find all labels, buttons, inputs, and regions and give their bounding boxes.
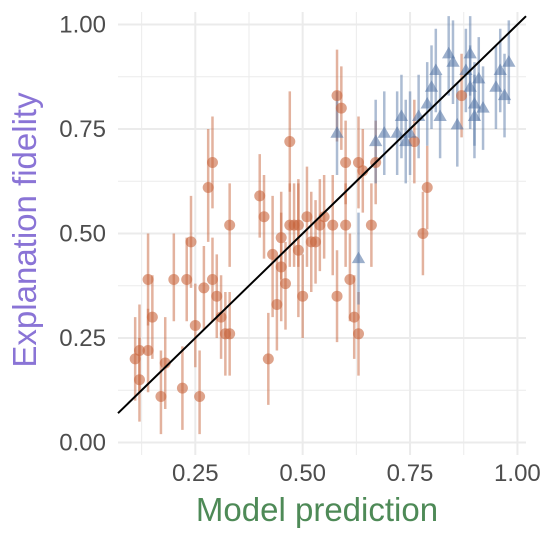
data-point-circle	[301, 211, 313, 223]
data-point-circle	[284, 136, 296, 148]
data-point-triangle	[502, 55, 516, 67]
data-point-triangle	[467, 109, 482, 122]
data-point-circle	[271, 299, 283, 311]
x-tick-label: 0.75	[387, 460, 434, 487]
data-point-circle	[262, 353, 274, 365]
data-point-circle	[408, 136, 420, 148]
data-point-circle	[292, 219, 304, 231]
data-point-circle	[267, 248, 279, 260]
data-point-circle	[297, 290, 309, 302]
x-tick-label: 1.00	[494, 460, 540, 487]
x-tick-label: 0.50	[279, 460, 326, 487]
data-point-circle	[275, 232, 287, 244]
y-tick-label: 0.00	[59, 429, 106, 456]
x-axis-title: Model prediction	[196, 491, 438, 528]
data-point-circle	[202, 182, 214, 194]
y-axis-title: Explanation fidelity	[6, 92, 43, 368]
data-point-triangle	[497, 88, 512, 101]
data-point-triangle	[394, 109, 409, 122]
x-axis-ticks: 0.25 0.50 0.75 1.00	[172, 460, 540, 487]
data-point-triangle	[433, 109, 447, 122]
data-point-triangle	[377, 126, 391, 138]
data-point-circle	[365, 219, 377, 231]
data-point-circle	[224, 328, 236, 340]
data-point-circle	[310, 236, 322, 248]
data-point-triangle	[450, 117, 464, 130]
data-point-circle	[340, 219, 352, 231]
data-point-circle	[194, 390, 206, 402]
data-point-triangle	[476, 101, 490, 113]
data-point-circle	[348, 311, 360, 323]
data-point-circle	[327, 219, 339, 231]
y-tick-label: 0.75	[59, 116, 106, 143]
data-point-circle	[129, 353, 141, 365]
data-point-circle	[155, 390, 167, 402]
data-point-circle	[335, 102, 347, 114]
data-point-circle	[258, 211, 270, 223]
data-point-triangle	[351, 251, 366, 264]
data-point-circle	[133, 345, 145, 357]
data-point-triangle	[369, 134, 383, 147]
data-point-circle	[421, 182, 433, 194]
data-point-triangle	[403, 126, 417, 138]
data-point-circle	[211, 290, 223, 302]
y-axis-ticks: 0.00 0.25 0.50 0.75 1.00	[59, 12, 106, 457]
identity-line	[117, 15, 527, 414]
data-point-triangle	[442, 46, 456, 59]
y-tick-label: 0.25	[59, 325, 106, 352]
data-point-circle	[340, 156, 352, 168]
data-point-circle	[314, 219, 326, 231]
data-point-circle	[344, 273, 356, 285]
data-point-circle	[189, 319, 201, 331]
data-point-circle	[275, 261, 287, 273]
x-tick-label: 0.25	[172, 460, 219, 487]
data-point-circle	[417, 228, 429, 239]
data-point-circle	[133, 374, 145, 386]
data-point-circle	[292, 244, 304, 256]
data-point-circle	[198, 282, 210, 294]
data-point-triangle	[420, 96, 434, 109]
data-point-circle	[353, 156, 365, 168]
data-point-triangle	[463, 80, 477, 92]
data-point-triangle	[463, 46, 477, 59]
data-point-circle	[176, 382, 188, 394]
data-point-triangle	[429, 63, 443, 76]
data-point-circle	[142, 273, 154, 285]
data-point-circle	[353, 328, 365, 340]
data-point-triangle	[489, 80, 503, 92]
data-point-circle	[224, 219, 236, 231]
data-point-circle	[185, 236, 197, 248]
data-point-circle	[146, 311, 158, 323]
data-point-triangle	[493, 63, 507, 76]
y-tick-label: 1.00	[59, 12, 106, 39]
data-point-circle	[206, 156, 218, 168]
data-point-triangle	[330, 126, 344, 138]
data-point-triangle	[446, 55, 460, 67]
data-point-circle	[279, 278, 291, 290]
data-point-circle	[254, 190, 266, 202]
data-point-triangle	[399, 134, 413, 147]
data-point-triangle	[472, 71, 486, 84]
data-point-triangle	[390, 126, 404, 138]
y-tick-label: 0.50	[59, 221, 106, 248]
data-point-circle	[206, 273, 218, 285]
data-point-circle	[456, 90, 468, 102]
data-point-circle	[168, 273, 180, 285]
data-point-circle	[331, 290, 343, 302]
data-point-circle	[181, 273, 193, 285]
data-point-triangle	[424, 80, 439, 92]
data-point-circle	[331, 90, 343, 102]
data-point-circle	[142, 345, 154, 357]
data-point-triangle	[467, 96, 482, 109]
